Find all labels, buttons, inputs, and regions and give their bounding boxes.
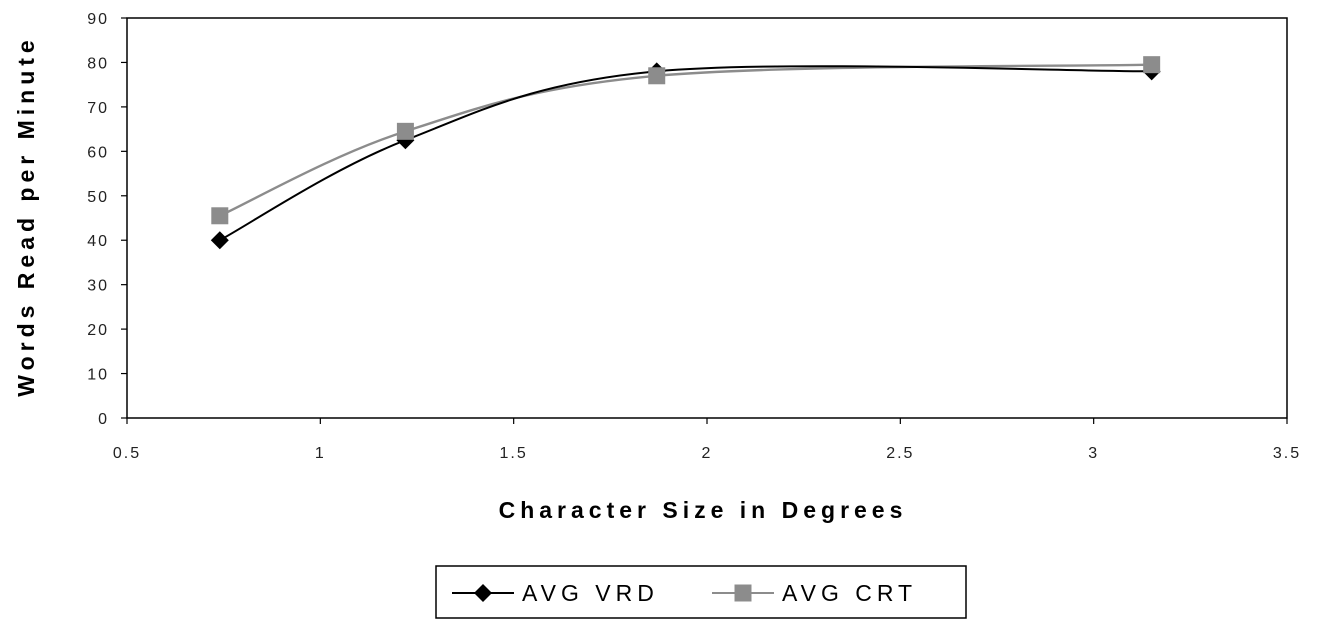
- y-tick-label: 10: [87, 367, 109, 384]
- y-tick-label: 50: [87, 189, 109, 206]
- y-tick-label: 90: [87, 11, 109, 28]
- data-point-avg-crt: [396, 122, 414, 140]
- legend-marker: [474, 584, 492, 602]
- x-tick-label: 2: [702, 445, 713, 462]
- legend-box: [435, 565, 967, 619]
- y-tick-label: 20: [87, 322, 109, 339]
- data-point-avg-crt: [211, 207, 229, 225]
- legend-marker: [734, 584, 752, 602]
- y-axis-title: Words Read per Minute: [13, 35, 39, 396]
- y-tick-label: 70: [87, 100, 109, 117]
- y-axis-ticks: 0 10 20 30 40 50 60 70 80 90: [87, 11, 127, 428]
- x-tick-label: 1: [315, 445, 326, 462]
- y-tick-label: 30: [87, 278, 109, 295]
- y-tick-label: 80: [87, 55, 109, 72]
- x-axis-title: Character Size in Degrees: [499, 497, 908, 523]
- x-tick-label: 1.5: [500, 445, 528, 462]
- y-tick-label: 40: [87, 233, 109, 250]
- x-axis-ticks: 0.5 1 1.5 2 2.5 3 3.5: [113, 418, 1301, 462]
- x-tick-label: 3: [1088, 445, 1099, 462]
- legend: AVG VRD AVG CRT: [435, 565, 967, 619]
- data-point-avg-crt: [648, 67, 666, 85]
- x-tick-label: 2.5: [886, 445, 914, 462]
- plot-area: [126, 17, 1288, 419]
- legend-label: AVG CRT: [782, 580, 917, 606]
- data-point-avg-crt: [1143, 56, 1161, 74]
- series-line-avg-crt: [219, 63, 1152, 217]
- y-tick-label: 0: [98, 411, 109, 428]
- x-tick-label: 0.5: [113, 445, 141, 462]
- series-line-avg-vrd: [219, 65, 1152, 242]
- data-point-avg-vrd: [210, 231, 229, 250]
- legend-label: AVG VRD: [522, 580, 659, 606]
- series-layer: [210, 56, 1161, 250]
- y-tick-label: 60: [87, 144, 109, 161]
- x-tick-label: 3.5: [1273, 445, 1301, 462]
